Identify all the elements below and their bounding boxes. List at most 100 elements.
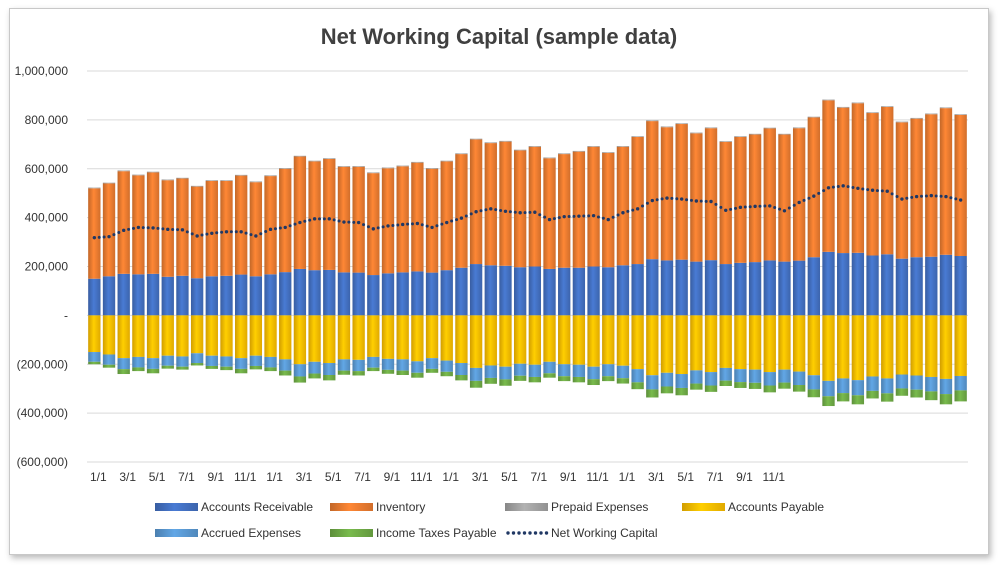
bar-inventory [778, 134, 791, 262]
bar-prepaid-expenses [308, 160, 321, 162]
nwc-dot [528, 210, 532, 214]
bar-accounts-payable [411, 315, 424, 362]
legend-swatch-line [511, 531, 516, 535]
bar-accrued-expenses [190, 353, 204, 364]
legend-swatch-line [533, 531, 538, 535]
nwc-dot [954, 197, 958, 201]
bar-accounts-payable [249, 315, 263, 356]
bar-income-taxes-payable [381, 369, 395, 374]
nwc-point [958, 198, 963, 202]
bar-prepaid-expenses [161, 179, 174, 181]
bar-accounts-receivable [910, 257, 923, 316]
bar-prepaid-expenses [469, 138, 483, 140]
bar-inventory [558, 154, 571, 268]
x-tick-label: 3/1 [472, 470, 489, 484]
bar-inventory [851, 103, 865, 253]
bar-accounts-payable [352, 315, 365, 360]
bar-accounts-payable [558, 315, 571, 365]
nwc-dot [171, 228, 175, 232]
bar-accounts-receivable [205, 276, 218, 316]
bar-accounts-receivable [352, 272, 365, 316]
bar-accrued-expenses [396, 359, 409, 371]
bar-accounts-receivable [308, 270, 321, 316]
bar-accounts-payable [381, 315, 395, 359]
bar-inventory [235, 175, 248, 275]
nwc-dot [875, 189, 879, 193]
bar-accrued-expenses [484, 365, 497, 378]
bar-accrued-expenses [469, 367, 483, 381]
bar-accounts-payable [513, 315, 527, 364]
nwc-point [210, 231, 214, 235]
bar-accrued-expenses [631, 369, 644, 383]
nwc-point [782, 209, 787, 213]
bar-inventory [719, 141, 732, 265]
bar-inventory [367, 173, 380, 276]
bar-accounts-receivable [543, 268, 556, 316]
bar-accounts-receivable [895, 258, 909, 316]
bar-income-taxes-payable [425, 368, 439, 373]
bar-prepaid-expenses [910, 117, 923, 119]
bar-accounts-payable [235, 315, 248, 359]
bar-inventory [954, 114, 967, 256]
bar-inventory [837, 107, 850, 254]
nwc-dot [905, 196, 909, 200]
nwc-point [591, 213, 596, 218]
bar-accounts-receivable [249, 276, 263, 316]
y-tick-label: 800,000 [25, 113, 69, 127]
nwc-dot [97, 235, 101, 239]
bar-prepaid-expenses [484, 142, 497, 144]
bar-income-taxes-payable [895, 388, 909, 396]
bar-accounts-payable [704, 315, 718, 373]
bar-income-taxes-payable [88, 361, 101, 365]
nwc-point [768, 204, 772, 208]
nwc-point [841, 184, 845, 188]
bar-income-taxes-payable [807, 389, 820, 398]
nwc-dot [641, 204, 645, 208]
bar-accrued-expenses [954, 375, 967, 391]
bar-accrued-expenses [279, 359, 292, 371]
bar-income-taxes-payable [792, 385, 806, 392]
nwc-dot [924, 194, 928, 198]
bar-accounts-receivable [866, 255, 879, 316]
bar-accounts-payable [205, 315, 218, 356]
x-tick-label: 7/1 [178, 470, 195, 484]
bar-accounts-payable [132, 315, 145, 357]
bar-accounts-receivable [748, 262, 762, 316]
bar-accounts-receivable [381, 273, 395, 316]
bar-prepaid-expenses [660, 126, 674, 128]
bar-prepaid-expenses [88, 187, 101, 189]
bar-accounts-payable [543, 315, 556, 362]
nwc-dot [552, 217, 556, 221]
nwc-dot [161, 227, 165, 231]
bar-income-taxes-payable [925, 391, 938, 401]
x-tick-label: 9/1 [207, 470, 224, 484]
bar-inventory [205, 180, 218, 277]
nwc-dot [420, 223, 424, 227]
nwc-dot [689, 198, 693, 202]
nwc-point [665, 196, 669, 200]
bar-accounts-receivable [939, 254, 953, 316]
bar-prepaid-expenses [572, 150, 586, 152]
bar-prepaid-expenses [425, 168, 439, 169]
bar-accrued-expenses [719, 367, 732, 381]
bar-prepaid-expenses [323, 158, 336, 159]
bar-accounts-receivable [367, 275, 380, 316]
nwc-dot [244, 231, 248, 235]
bar-accounts-receivable [293, 268, 307, 316]
nwc-dot [866, 188, 870, 192]
bar-accounts-receivable [778, 261, 791, 316]
nwc-dot [557, 216, 561, 220]
bar-inventory [102, 183, 116, 277]
bar-accrued-expenses [440, 360, 453, 372]
bar-income-taxes-payable [499, 379, 512, 386]
bar-inventory [866, 113, 879, 256]
nwc-point [327, 217, 331, 221]
bar-accrued-expenses [323, 363, 336, 376]
nwc-dot [596, 215, 600, 219]
bar-income-taxes-payable [293, 376, 307, 383]
nwc-dot [743, 205, 747, 209]
bar-accounts-receivable [734, 262, 747, 316]
bar-accounts-payable [469, 315, 483, 368]
bar-accounts-receivable [631, 264, 644, 316]
bar-inventory [132, 175, 145, 275]
